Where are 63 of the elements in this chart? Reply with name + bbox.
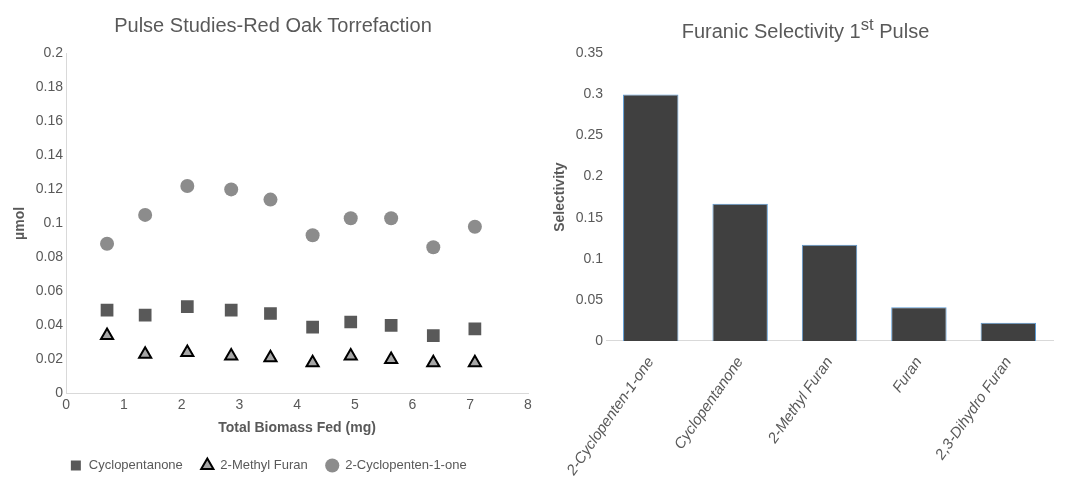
point	[305, 228, 320, 243]
x-axis-title: Total Biomass Fed (mg)	[218, 419, 376, 436]
y-tick-label: 0.2	[583, 167, 604, 184]
y-tick-label: 0.25	[575, 126, 604, 143]
y-tick-label: 0.12	[35, 180, 64, 197]
y-tick-label: 0.14	[35, 146, 64, 163]
y-axis-title: µmol	[11, 206, 28, 240]
point	[263, 192, 278, 207]
point	[263, 349, 278, 363]
point	[180, 300, 194, 314]
point	[138, 308, 152, 322]
y-tick-label: 0.1	[583, 249, 604, 266]
point	[343, 211, 358, 226]
y-tick-label: 0.05	[575, 290, 604, 307]
point	[224, 348, 239, 361]
legend-label: 2-Cyclopenten-1-one	[345, 457, 467, 473]
y-tick-label: 0.2	[43, 44, 64, 61]
point	[426, 354, 441, 368]
point	[306, 320, 319, 334]
y-tick-label: 0	[595, 331, 604, 348]
chart-title: Furanic Selectivity 1$^{st}$ Pulse	[680, 14, 931, 42]
point	[224, 182, 239, 197]
x-tick-label: 4	[293, 395, 302, 412]
point	[426, 240, 441, 255]
y-tick-label: 0.06	[35, 282, 64, 299]
point	[224, 303, 238, 317]
point	[138, 207, 153, 222]
legend-label: Cyclopentanone	[88, 457, 183, 473]
y-tick-label: 0.18	[35, 78, 64, 95]
y-tick-label: 0.1	[43, 214, 64, 231]
point	[100, 236, 115, 251]
point	[467, 354, 482, 368]
point	[99, 327, 115, 341]
point	[384, 211, 399, 226]
point	[138, 346, 153, 359]
point	[180, 344, 195, 358]
y-axis-title: Selectivity	[551, 162, 568, 232]
y-tick-label: 0.3	[583, 85, 604, 102]
chart-title: Pulse Studies-Red Oak Torrefaction	[113, 13, 433, 38]
x-tick-label: 1	[119, 395, 128, 412]
x-tick-label: 6	[408, 395, 417, 412]
y-tick-label: 0.15	[575, 208, 604, 225]
point	[180, 179, 195, 193]
x-tick-label: 2	[177, 395, 186, 412]
x-tick-label: 5	[350, 395, 359, 412]
point	[467, 219, 482, 234]
point	[384, 351, 399, 364]
x-tick-label: 3	[235, 395, 244, 412]
x-tick-label: 7	[466, 395, 475, 412]
point	[305, 354, 320, 368]
point	[384, 319, 398, 332]
point	[264, 307, 277, 320]
y-tick-label: 0.16	[35, 112, 64, 129]
x-tick-label: 8	[524, 395, 533, 412]
point	[344, 315, 358, 329]
y-tick-label: 0.08	[35, 248, 64, 265]
point	[343, 348, 358, 361]
y-tick-label: 0.02	[35, 350, 64, 367]
y-tick-label: 0.35	[575, 44, 604, 61]
point	[426, 329, 440, 342]
point	[468, 322, 482, 336]
legend-label: 2-Methyl Furan	[220, 457, 308, 473]
y-tick-label: 0.04	[35, 316, 64, 333]
